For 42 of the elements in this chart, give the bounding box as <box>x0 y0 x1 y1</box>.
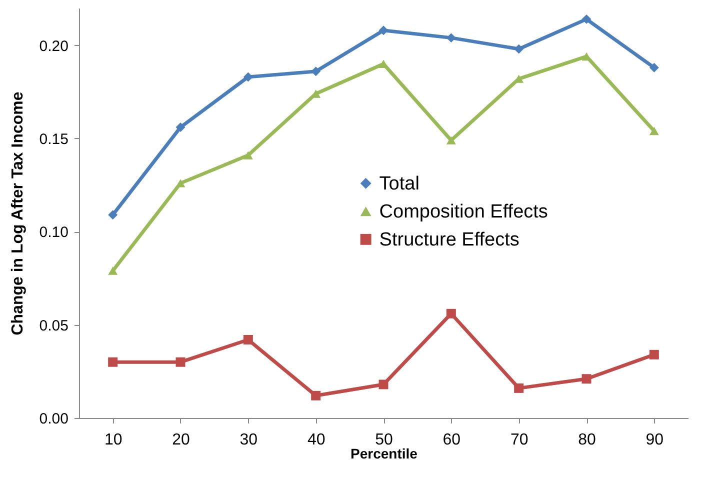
legend-label: Structure Effects <box>379 229 520 250</box>
y-tick-label: 0.15 <box>39 130 68 148</box>
x-tick-label: 90 <box>646 432 664 448</box>
point <box>243 72 253 82</box>
y-tick-label: 0.10 <box>39 224 68 242</box>
point <box>108 266 118 275</box>
point <box>108 357 118 367</box>
legend-label: Total <box>379 173 420 194</box>
legend-label: Composition Effects <box>379 201 548 222</box>
point <box>446 136 456 144</box>
x-tick-label: 70 <box>510 432 528 448</box>
x-tick-label: 50 <box>375 432 393 448</box>
y-tick-label: 0.05 <box>39 317 68 334</box>
x-axis-title: Percentile <box>350 446 418 462</box>
point <box>176 357 186 367</box>
point <box>514 383 524 393</box>
point <box>311 390 321 400</box>
point <box>649 126 659 136</box>
x-tick-label: 20 <box>172 432 190 448</box>
point <box>582 14 592 24</box>
x-tick-label: 10 <box>104 432 122 448</box>
point <box>108 210 118 220</box>
point <box>378 26 388 36</box>
point <box>176 179 186 188</box>
x-tick-label: 60 <box>442 432 461 448</box>
x-tick-label: 40 <box>307 432 326 448</box>
y-axis-title: Change in Log After Tax Income <box>9 92 26 336</box>
point <box>649 62 659 72</box>
point <box>582 374 592 384</box>
point <box>243 334 253 344</box>
point <box>378 380 388 390</box>
point <box>243 151 253 160</box>
x-tick-label: 80 <box>578 432 596 448</box>
point <box>311 66 321 76</box>
y-tick-label: 0.20 <box>39 38 68 55</box>
point <box>446 308 456 318</box>
point <box>514 44 524 54</box>
point <box>176 122 186 132</box>
point <box>446 33 456 43</box>
y-tick-label: 0.00 <box>39 410 68 428</box>
x-tick-label: 30 <box>240 432 258 448</box>
point <box>649 350 659 360</box>
